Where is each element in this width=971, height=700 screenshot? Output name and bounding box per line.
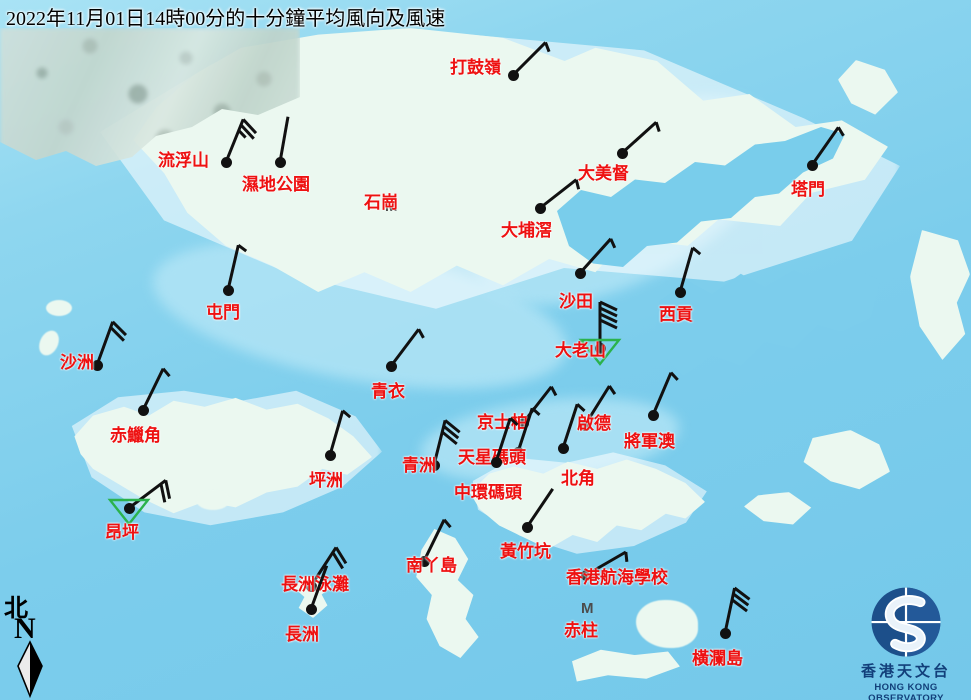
station-label: 青衣: [371, 382, 405, 401]
station-dot: [534, 202, 546, 214]
station-dot: [220, 156, 232, 168]
station-dot: [579, 419, 591, 431]
station-label: 濕地公園: [242, 175, 310, 194]
station-label: 青洲: [402, 456, 436, 475]
land-islet: [636, 600, 698, 648]
station-dot: [647, 409, 659, 421]
station-label: 赤鱲角: [110, 426, 161, 445]
station-label: 南丫島: [406, 556, 457, 575]
station-dot: [521, 521, 533, 533]
station-label: 石崗: [364, 193, 398, 212]
hko-emblem-icon: [871, 587, 941, 657]
station-label: 沙洲: [60, 353, 94, 372]
station-label: 流浮山: [158, 151, 209, 170]
station-dot: [324, 449, 336, 461]
compass-rose: 北 N: [2, 588, 72, 698]
station-dot: [385, 360, 397, 372]
station-label: 大老山: [555, 341, 606, 360]
missing-data-marker: M: [385, 198, 398, 215]
station-label: 沙田: [559, 292, 593, 311]
station-label: 北角: [561, 469, 595, 488]
land-islet: [46, 300, 72, 316]
station-label: 大埔滘: [501, 221, 552, 240]
station-label: 長洲: [285, 625, 319, 644]
page-title: 2022年11月01日14時00分的十分鐘平均風向及風速: [6, 8, 446, 30]
station-dot: [574, 267, 586, 279]
hko-logo: 香港天文台 HONG KONG OBSERVATORY: [845, 584, 967, 700]
station-dot: [490, 456, 502, 468]
station-dot: [418, 555, 430, 567]
station-label: 黃竹坑: [500, 542, 551, 561]
station-label: 長洲泳灘: [281, 575, 349, 594]
gale-triangle-icon: [578, 338, 622, 366]
station-dot: [806, 159, 818, 171]
station-label: 塔門: [791, 180, 825, 199]
station-label: 赤柱: [564, 621, 598, 640]
station-dot: [507, 69, 519, 81]
station-dot: [512, 446, 524, 458]
station-label: 京士柏: [477, 413, 528, 432]
land-islet: [196, 490, 230, 510]
station-dot: [719, 627, 731, 639]
station-dot: [91, 359, 103, 371]
logo-name-cn: 香港天文台: [860, 664, 951, 680]
station-dot: [305, 603, 317, 615]
station-label: 坪洲: [309, 471, 343, 490]
station-label: 屯門: [206, 303, 240, 322]
missing-data-marker: M: [581, 600, 594, 617]
station-dot: [616, 147, 628, 159]
station-label: 中環碼頭: [454, 483, 522, 502]
station-dot: [274, 156, 286, 168]
compass-needle-icon: [17, 640, 43, 698]
logo-name-en: HONG KONG OBSERVATORY: [868, 682, 944, 700]
compass-label-en: N: [14, 612, 36, 645]
station-dot: [557, 442, 569, 454]
station-dot: [674, 286, 686, 298]
station-label: 西貢: [659, 305, 693, 324]
gale-triangle-icon: [107, 498, 151, 526]
station-dot: [580, 569, 592, 581]
station-dot: [428, 459, 440, 471]
station-dot: [222, 284, 234, 296]
station-dot: [137, 404, 149, 416]
station-dot: [594, 342, 606, 354]
station-label: 香港航海學校: [566, 568, 668, 587]
station-label: 將軍澳: [624, 432, 675, 451]
station-label: 大美督: [578, 164, 629, 183]
station-label: 昂坪: [105, 523, 139, 542]
station-label: 橫瀾島: [692, 649, 743, 668]
station-label: 啟德: [577, 414, 611, 433]
station-dot: [123, 502, 135, 514]
compass-label-cn: 北: [4, 596, 28, 622]
station-label: 打鼓嶺: [450, 58, 501, 77]
